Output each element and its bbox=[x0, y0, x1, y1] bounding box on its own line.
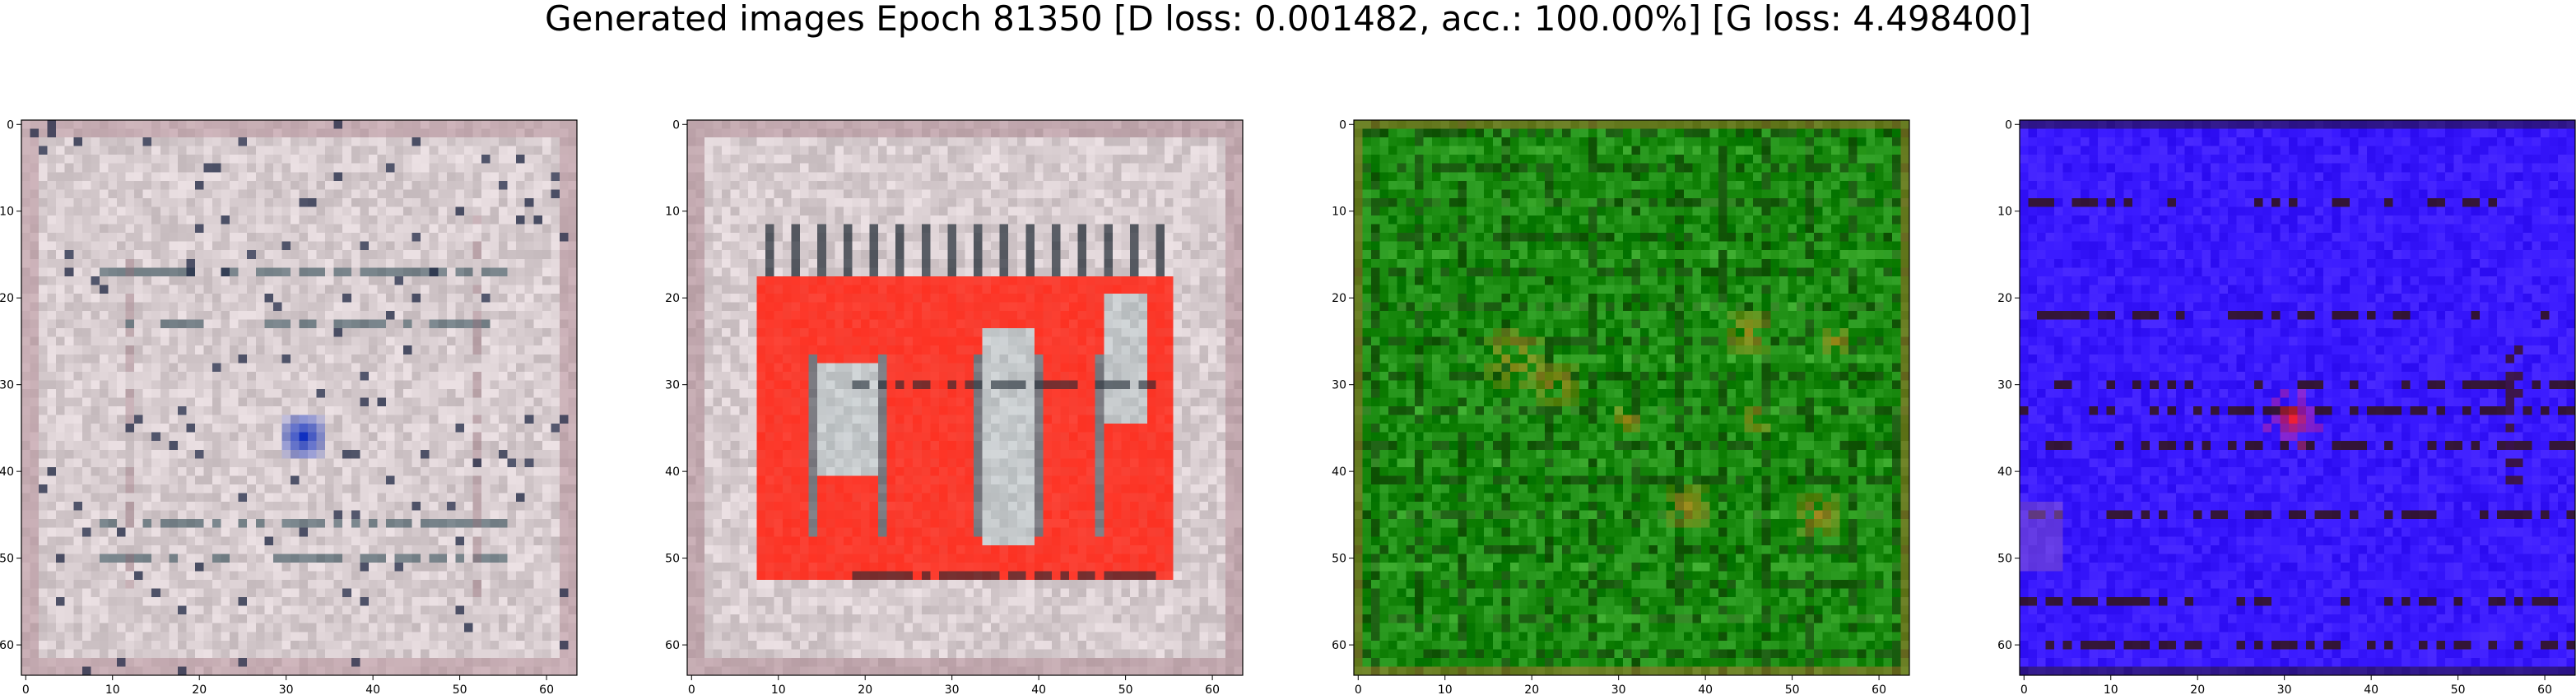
x-tick-label: 30 bbox=[1611, 683, 1626, 695]
y-tick-label: 40 bbox=[665, 466, 680, 479]
image-panel-4: 0 10 20 30 40 50 60 0 10 20 30 40 50 60 bbox=[1997, 118, 2576, 695]
panel-frame bbox=[686, 119, 1244, 676]
x-tick-label: 10 bbox=[2104, 683, 2118, 695]
y-tick-label: 50 bbox=[1332, 553, 1346, 566]
x-tick-label: 30 bbox=[2277, 683, 2292, 695]
y-tick-label: 30 bbox=[665, 379, 680, 392]
x-tick-label: 0 bbox=[22, 683, 30, 695]
y-tick-label: 60 bbox=[1332, 639, 1346, 652]
image-panel-1: 0 10 20 30 40 50 60 0 10 20 30 40 50 60 bbox=[0, 118, 578, 695]
y-tick-label: 10 bbox=[665, 206, 680, 219]
x-tick-label: 20 bbox=[1524, 683, 1539, 695]
x-tick-label: 50 bbox=[1118, 683, 1133, 695]
y-tick-label: 0 bbox=[672, 118, 680, 132]
y-tick-label: 0 bbox=[1339, 118, 1346, 132]
x-tick-label: 50 bbox=[2451, 683, 2466, 695]
y-tick-label: 10 bbox=[1332, 206, 1346, 219]
y-tick-label: 20 bbox=[1997, 292, 2012, 305]
y-tick-label: 60 bbox=[1997, 639, 2012, 652]
x-tick-label: 30 bbox=[279, 683, 294, 695]
y-tick-label: 10 bbox=[0, 206, 14, 219]
generated-image-1 bbox=[21, 120, 578, 676]
x-tick-label: 40 bbox=[1698, 683, 1713, 695]
y-tick-label: 50 bbox=[665, 553, 680, 566]
x-tick-label: 0 bbox=[1355, 683, 1362, 695]
figure-title: Generated images Epoch 81350 [D loss: 0.… bbox=[544, 0, 2032, 39]
y-tick-label: 40 bbox=[1332, 466, 1346, 479]
image-panel-3: 0 10 20 30 40 50 60 0 10 20 30 40 50 60 bbox=[1332, 118, 1910, 695]
x-tick-label: 60 bbox=[2537, 683, 2552, 695]
x-tick-label: 30 bbox=[945, 683, 960, 695]
x-tick-label: 10 bbox=[771, 683, 786, 695]
x-tick-label: 60 bbox=[1872, 683, 1886, 695]
y-tick-label: 40 bbox=[0, 466, 14, 479]
x-tick-label: 50 bbox=[453, 683, 467, 695]
generated-image-2 bbox=[687, 120, 1244, 676]
panel-frame bbox=[2019, 119, 2576, 676]
y-tick-label: 30 bbox=[1997, 379, 2012, 392]
y-tick-label: 0 bbox=[7, 118, 14, 132]
x-tick-label: 10 bbox=[1438, 683, 1453, 695]
x-tick-label: 20 bbox=[858, 683, 872, 695]
y-tick-label: 0 bbox=[2005, 118, 2012, 132]
x-tick-label: 10 bbox=[105, 683, 120, 695]
y-tick-label: 10 bbox=[1997, 206, 2012, 219]
y-tick-label: 20 bbox=[1332, 292, 1346, 305]
panel-frame bbox=[21, 119, 578, 676]
x-tick-label: 50 bbox=[1785, 683, 1800, 695]
x-tick-label: 40 bbox=[365, 683, 380, 695]
image-panel-2: 0 10 20 30 40 50 60 0 10 20 30 40 50 60 bbox=[665, 118, 1244, 695]
y-tick-label: 20 bbox=[665, 292, 680, 305]
y-tick-label: 20 bbox=[0, 292, 14, 305]
y-tick-label: 60 bbox=[0, 639, 14, 652]
x-tick-label: 40 bbox=[2364, 683, 2378, 695]
y-tick-label: 60 bbox=[665, 639, 680, 652]
y-tick-label: 50 bbox=[0, 553, 14, 566]
x-tick-label: 40 bbox=[1031, 683, 1046, 695]
panel-frame bbox=[1353, 119, 1910, 676]
y-tick-label: 30 bbox=[1332, 379, 1346, 392]
x-tick-label: 60 bbox=[539, 683, 554, 695]
x-tick-label: 60 bbox=[1205, 683, 1220, 695]
generated-image-4 bbox=[2020, 120, 2576, 676]
y-tick-label: 50 bbox=[1997, 553, 2012, 566]
generated-image-3 bbox=[1354, 120, 1910, 676]
x-tick-label: 0 bbox=[688, 683, 695, 695]
y-tick-label: 40 bbox=[1997, 466, 2012, 479]
y-tick-label: 30 bbox=[0, 379, 14, 392]
x-tick-label: 20 bbox=[192, 683, 207, 695]
x-tick-label: 20 bbox=[2190, 683, 2205, 695]
x-tick-label: 0 bbox=[2020, 683, 2028, 695]
